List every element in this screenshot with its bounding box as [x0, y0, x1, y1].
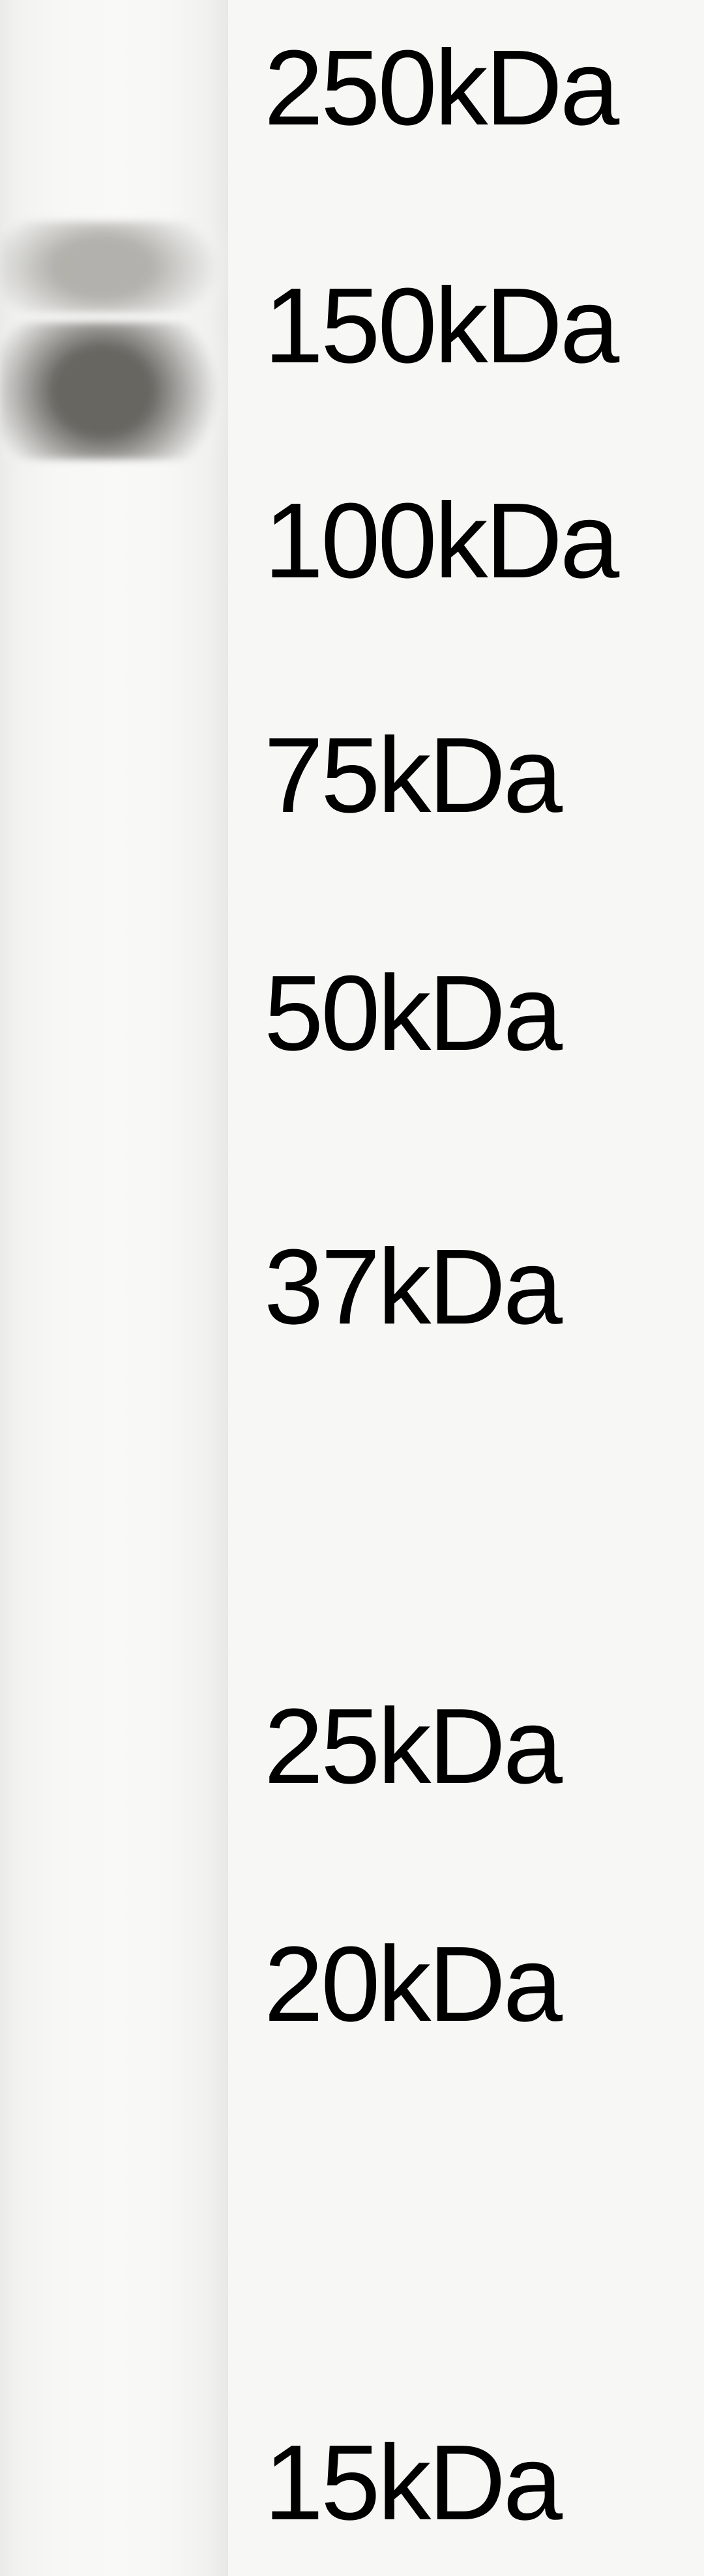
- main-band: [0, 323, 228, 459]
- marker-250: 250kDa: [264, 27, 617, 149]
- marker-150: 150kDa: [264, 265, 617, 387]
- upper-band: [0, 222, 228, 313]
- marker-25: 25kDa: [264, 1685, 560, 1808]
- marker-100: 100kDa: [264, 480, 617, 602]
- marker-37: 37kDa: [264, 1226, 560, 1348]
- marker-50: 50kDa: [264, 952, 560, 1075]
- marker-20: 20kDa: [264, 1923, 560, 2046]
- marker-75: 75kDa: [264, 714, 560, 837]
- marker-15: 15kDa: [264, 2422, 560, 2544]
